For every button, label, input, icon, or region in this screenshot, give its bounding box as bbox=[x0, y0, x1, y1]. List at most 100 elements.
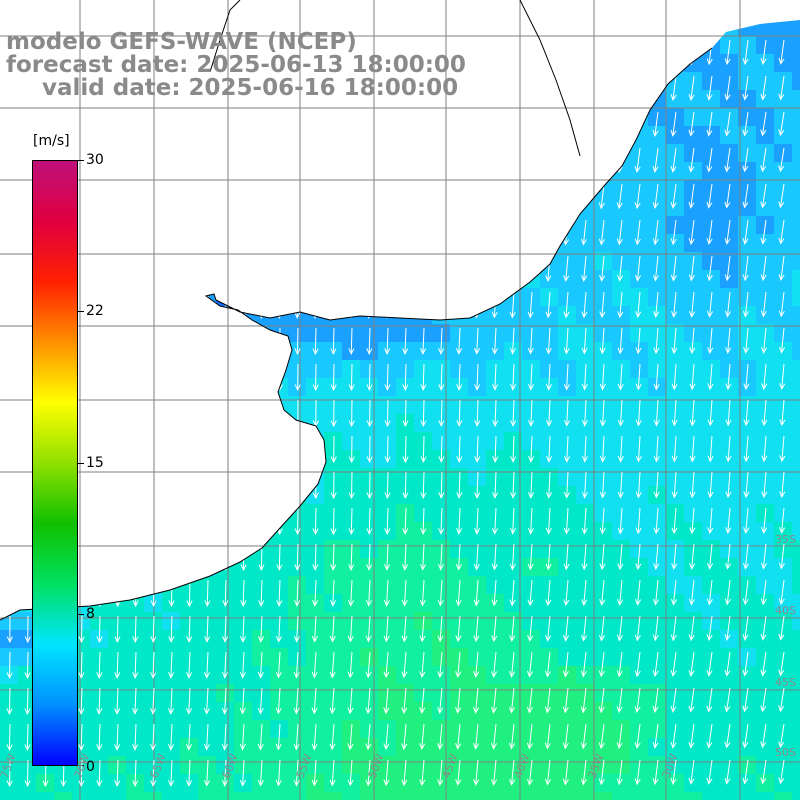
wind-arrow bbox=[473, 759, 480, 786]
wind-cell bbox=[684, 324, 702, 342]
wind-cell bbox=[108, 576, 126, 594]
wind-cell bbox=[648, 198, 666, 216]
wind-cell bbox=[270, 252, 288, 270]
wind-cell bbox=[684, 198, 702, 216]
wind-arrow bbox=[221, 687, 228, 715]
wind-cell bbox=[360, 432, 378, 450]
wind-cell bbox=[720, 792, 738, 800]
wind-cell bbox=[126, 306, 144, 324]
wind-cell bbox=[360, 504, 378, 522]
wind-arrow bbox=[257, 687, 264, 715]
wind-cell bbox=[684, 126, 702, 144]
wind-cell bbox=[342, 414, 360, 432]
wind-arrow bbox=[437, 759, 444, 787]
wind-cell bbox=[180, 198, 198, 216]
wind-arrow bbox=[330, 435, 337, 464]
wind-arrow bbox=[473, 687, 480, 714]
wind-cell bbox=[198, 522, 216, 540]
wind-cell bbox=[126, 270, 144, 288]
wind-cell bbox=[540, 90, 558, 108]
wind-arrow bbox=[275, 759, 282, 787]
wind-arrow bbox=[150, 111, 157, 139]
wind-arrow bbox=[132, 687, 139, 715]
wind-cell bbox=[630, 234, 648, 252]
wind-cell bbox=[288, 414, 306, 432]
wind-arrow bbox=[239, 183, 246, 211]
wind-cell bbox=[504, 198, 522, 216]
wind-cell bbox=[252, 180, 270, 198]
wind-cell bbox=[162, 324, 180, 342]
wind-cell bbox=[324, 180, 342, 198]
wind-cell bbox=[504, 432, 522, 450]
wind-cell bbox=[630, 432, 648, 450]
wind-cell bbox=[594, 20, 612, 36]
wind-arrow bbox=[509, 579, 516, 607]
wind-cell bbox=[576, 162, 594, 180]
wind-cell bbox=[90, 360, 108, 378]
wind-cell bbox=[288, 198, 306, 216]
wind-cell bbox=[0, 396, 18, 414]
wind-cell bbox=[198, 252, 216, 270]
wind-cell bbox=[18, 666, 36, 684]
wind-cell bbox=[0, 720, 18, 738]
wind-cell bbox=[288, 252, 306, 270]
wind-arrow bbox=[742, 111, 749, 137]
wind-cell bbox=[198, 576, 216, 594]
wind-arrow bbox=[240, 327, 247, 356]
wind-cell bbox=[756, 54, 774, 72]
wind-arrow bbox=[616, 651, 623, 678]
wind-cell bbox=[558, 612, 576, 630]
wind-cell bbox=[558, 252, 576, 270]
wind-cell bbox=[270, 216, 288, 234]
wind-cell bbox=[414, 504, 432, 522]
wind-cell bbox=[666, 234, 684, 252]
wind-cell bbox=[378, 540, 396, 558]
wind-cell bbox=[792, 252, 800, 270]
wind-cell bbox=[486, 576, 504, 594]
wind-arrow bbox=[401, 183, 408, 211]
wind-cell bbox=[360, 0, 378, 18]
wind-arrow bbox=[7, 399, 14, 427]
wind-cell bbox=[684, 162, 702, 180]
wind-arrow bbox=[634, 219, 641, 246]
wind-cell bbox=[288, 702, 306, 720]
wind-arrow bbox=[456, 399, 463, 428]
wind-arrow bbox=[509, 759, 516, 786]
wind-arrow bbox=[617, 327, 624, 355]
wind-cell bbox=[432, 108, 450, 126]
wind-cell bbox=[306, 522, 324, 540]
wind-arrow bbox=[329, 651, 336, 679]
wind-cell bbox=[774, 792, 792, 800]
wind-cell bbox=[396, 432, 414, 450]
wind-cell bbox=[702, 90, 720, 108]
wind-arrow bbox=[760, 579, 767, 606]
wind-cell bbox=[324, 252, 342, 270]
wind-cell bbox=[216, 720, 234, 738]
wind-cell bbox=[486, 648, 504, 666]
wind-cell bbox=[288, 684, 306, 702]
wind-arrow bbox=[222, 543, 229, 572]
wind-cell bbox=[378, 576, 396, 594]
wind-cell bbox=[252, 288, 270, 306]
wind-cell bbox=[522, 288, 540, 306]
wind-arrow bbox=[78, 615, 85, 644]
wind-cell bbox=[522, 324, 540, 342]
wind-cell bbox=[432, 216, 450, 234]
wind-arrow bbox=[24, 219, 31, 248]
wind-arrow bbox=[348, 291, 355, 319]
wind-cell bbox=[558, 774, 576, 792]
wind-arrow bbox=[169, 399, 176, 428]
wind-cell bbox=[162, 720, 180, 738]
wind-arrow bbox=[617, 363, 624, 391]
wind-cell bbox=[774, 360, 792, 378]
wind-arrow bbox=[420, 471, 427, 500]
wind-cell bbox=[540, 216, 558, 234]
wind-cell bbox=[450, 216, 468, 234]
wind-cell bbox=[684, 594, 702, 612]
wind-cell bbox=[234, 288, 252, 306]
wind-arrow bbox=[168, 219, 175, 247]
wind-arrow bbox=[24, 651, 31, 680]
wind-cell bbox=[450, 162, 468, 180]
wind-cell bbox=[252, 324, 270, 342]
